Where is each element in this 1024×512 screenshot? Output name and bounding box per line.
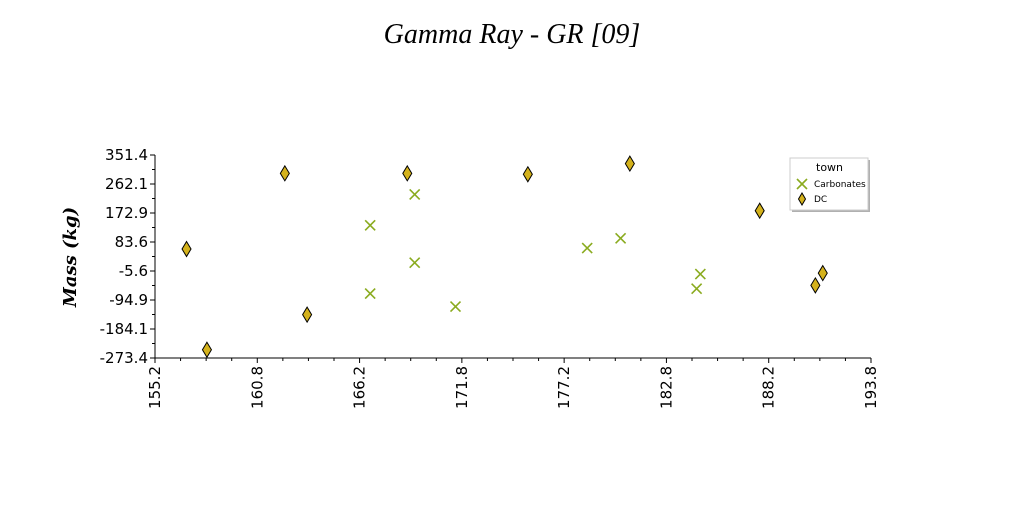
data-point-carbonates — [615, 232, 627, 244]
x-tick-label: 171.8 — [453, 366, 471, 409]
data-point-dc — [522, 165, 533, 183]
data-point-dc — [402, 164, 413, 182]
legend-label: DC — [814, 195, 827, 205]
data-point-dc — [279, 164, 290, 182]
legend-label: Carbonates — [814, 180, 866, 190]
axes: 351.4 262.1 172.9 83.6 -5.6 -94.9 -184.1 -273.4… — [100, 146, 880, 409]
x-tick-label: 155.2 — [146, 366, 164, 409]
y-tick-label: -184.1 — [100, 320, 148, 338]
data-point-carbonates — [691, 283, 703, 295]
x-tick-label: 177.2 — [555, 366, 573, 409]
data-point-dc — [181, 240, 192, 258]
data-point-carbonates — [581, 242, 593, 254]
data-point-dc — [302, 306, 313, 324]
data-point-carbonates — [449, 300, 462, 313]
chart-title: Gamma Ray - GR [09] — [384, 19, 641, 50]
data-point-carbonates — [409, 188, 421, 201]
y-axis-label: Mass (kg) — [60, 207, 81, 308]
y-tick-label: 262.1 — [105, 175, 148, 193]
x-tick-label: 182.8 — [657, 366, 675, 409]
data-point-carbonates — [409, 257, 421, 269]
data-point-dc — [201, 341, 213, 359]
legend: town Carbonates DC — [789, 157, 870, 212]
y-tick-label: 172.9 — [105, 204, 148, 222]
data-point-carbonates — [694, 268, 706, 280]
data-point-dc — [810, 276, 821, 294]
x-tick-label: 188.2 — [760, 366, 778, 409]
data-point-dc — [754, 202, 765, 220]
y-tick-label: -94.9 — [109, 291, 148, 309]
y-tick-label: 351.4 — [105, 146, 148, 164]
data-point-carbonates — [364, 219, 376, 231]
legend-marker-dc — [797, 192, 807, 206]
y-tick-label: 83.6 — [115, 233, 148, 251]
legend-marker-carbonates — [796, 178, 808, 190]
data-point-dc — [817, 264, 828, 282]
y-tick-label: -273.4 — [100, 349, 148, 367]
x-tick-label: 160.8 — [248, 366, 266, 409]
data-points — [181, 155, 828, 359]
x-tick-label: 166.2 — [351, 366, 369, 409]
data-point-dc — [624, 155, 635, 173]
data-point-carbonates — [364, 287, 376, 300]
x-tick-label: 193.8 — [862, 366, 880, 409]
y-tick-label: -5.6 — [119, 262, 148, 280]
legend-title: town — [816, 161, 843, 174]
